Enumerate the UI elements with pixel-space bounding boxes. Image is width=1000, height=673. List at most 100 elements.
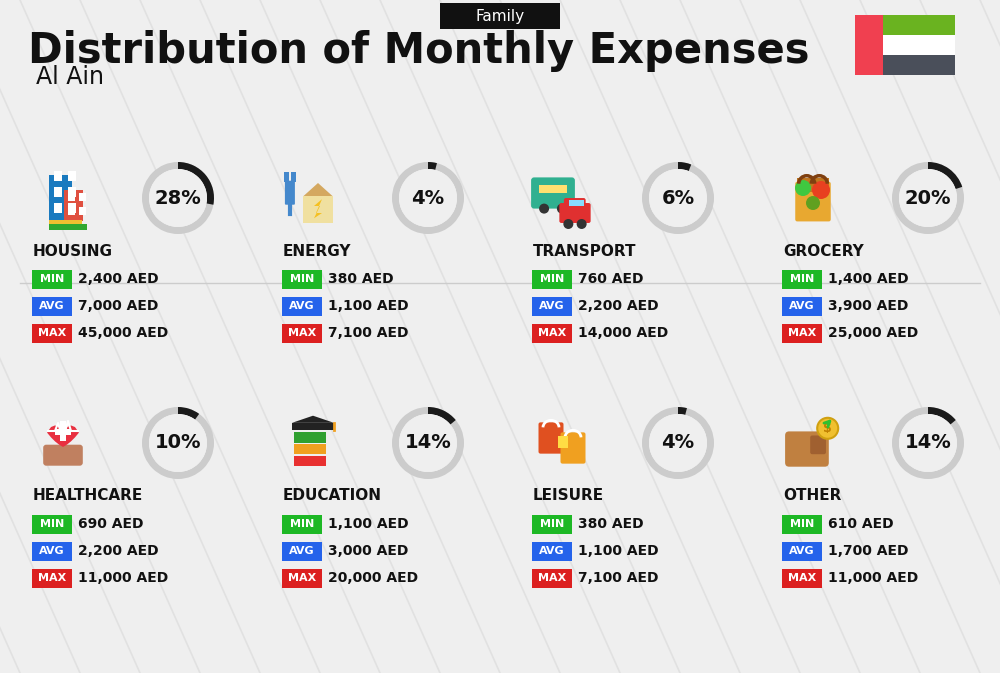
Text: GROCERY: GROCERY <box>783 244 864 258</box>
Text: AVG: AVG <box>289 546 315 556</box>
Circle shape <box>577 219 587 229</box>
FancyBboxPatch shape <box>282 569 322 588</box>
FancyBboxPatch shape <box>32 514 72 534</box>
FancyBboxPatch shape <box>54 171 62 181</box>
FancyBboxPatch shape <box>55 429 71 435</box>
Text: 2,200 AED: 2,200 AED <box>78 544 159 558</box>
Wedge shape <box>928 407 956 425</box>
Circle shape <box>649 414 707 472</box>
Text: 20,000 AED: 20,000 AED <box>328 571 418 585</box>
Text: Al Ain: Al Ain <box>36 65 104 89</box>
Wedge shape <box>178 407 199 419</box>
FancyBboxPatch shape <box>440 3 560 29</box>
FancyBboxPatch shape <box>282 297 322 316</box>
FancyBboxPatch shape <box>282 514 322 534</box>
Circle shape <box>899 169 957 227</box>
FancyBboxPatch shape <box>795 182 831 221</box>
Text: 11,000 AED: 11,000 AED <box>828 571 918 585</box>
Wedge shape <box>392 162 464 234</box>
FancyBboxPatch shape <box>292 423 334 431</box>
FancyBboxPatch shape <box>294 432 326 443</box>
FancyBboxPatch shape <box>32 269 72 289</box>
Text: 20%: 20% <box>905 188 951 207</box>
FancyBboxPatch shape <box>539 185 567 193</box>
FancyBboxPatch shape <box>532 569 572 588</box>
FancyBboxPatch shape <box>49 175 72 221</box>
Text: MIN: MIN <box>290 519 314 529</box>
FancyBboxPatch shape <box>32 297 72 316</box>
Text: 14,000 AED: 14,000 AED <box>578 326 668 340</box>
Text: 25,000 AED: 25,000 AED <box>828 326 918 340</box>
Wedge shape <box>642 162 714 234</box>
FancyBboxPatch shape <box>285 180 295 205</box>
Text: 7,000 AED: 7,000 AED <box>78 299 158 313</box>
FancyBboxPatch shape <box>54 187 62 197</box>
FancyBboxPatch shape <box>855 15 883 75</box>
FancyBboxPatch shape <box>282 324 322 343</box>
Circle shape <box>817 418 838 439</box>
Text: AVG: AVG <box>539 546 565 556</box>
FancyBboxPatch shape <box>797 178 829 192</box>
FancyBboxPatch shape <box>68 207 75 215</box>
Circle shape <box>812 181 830 199</box>
FancyBboxPatch shape <box>282 542 322 561</box>
Circle shape <box>795 180 811 196</box>
Polygon shape <box>292 416 334 423</box>
Wedge shape <box>892 162 964 234</box>
Wedge shape <box>142 407 214 479</box>
Wedge shape <box>178 162 214 205</box>
FancyBboxPatch shape <box>558 436 568 448</box>
Text: MIN: MIN <box>540 274 564 284</box>
Text: 14%: 14% <box>905 433 951 452</box>
FancyBboxPatch shape <box>79 193 86 201</box>
FancyBboxPatch shape <box>532 297 572 316</box>
FancyBboxPatch shape <box>532 542 572 561</box>
Text: MIN: MIN <box>540 519 564 529</box>
FancyBboxPatch shape <box>883 55 955 75</box>
Text: 4%: 4% <box>411 188 445 207</box>
Text: 11,000 AED: 11,000 AED <box>78 571 168 585</box>
Text: OTHER: OTHER <box>783 489 841 503</box>
Text: MAX: MAX <box>288 573 316 583</box>
Text: 1,400 AED: 1,400 AED <box>828 272 909 286</box>
FancyBboxPatch shape <box>303 197 333 223</box>
FancyBboxPatch shape <box>68 203 76 213</box>
Text: 2,400 AED: 2,400 AED <box>78 272 159 286</box>
FancyBboxPatch shape <box>532 514 572 534</box>
Text: MIN: MIN <box>40 274 64 284</box>
Text: 760 AED: 760 AED <box>578 272 644 286</box>
FancyBboxPatch shape <box>32 569 72 588</box>
Text: MIN: MIN <box>790 274 814 284</box>
FancyBboxPatch shape <box>282 269 322 289</box>
Wedge shape <box>892 407 964 479</box>
Text: HOUSING: HOUSING <box>33 244 113 258</box>
FancyBboxPatch shape <box>532 324 572 343</box>
Text: AVG: AVG <box>539 301 565 311</box>
Text: 610 AED: 610 AED <box>828 517 894 531</box>
Wedge shape <box>928 162 962 189</box>
Text: HEALTHCARE: HEALTHCARE <box>33 489 143 503</box>
FancyBboxPatch shape <box>564 198 586 210</box>
FancyBboxPatch shape <box>782 324 822 343</box>
FancyBboxPatch shape <box>883 35 955 55</box>
Text: 3,000 AED: 3,000 AED <box>328 544 408 558</box>
Text: MAX: MAX <box>38 573 66 583</box>
Text: 690 AED: 690 AED <box>78 517 144 531</box>
Text: 2,200 AED: 2,200 AED <box>578 299 659 313</box>
Text: MIN: MIN <box>40 519 64 529</box>
Text: AVG: AVG <box>39 301 65 311</box>
Text: AVG: AVG <box>789 546 815 556</box>
Text: TRANSPORT: TRANSPORT <box>533 244 637 258</box>
FancyBboxPatch shape <box>531 178 575 209</box>
FancyBboxPatch shape <box>782 514 822 534</box>
FancyBboxPatch shape <box>60 421 66 441</box>
Text: 1,100 AED: 1,100 AED <box>328 517 409 531</box>
Text: AVG: AVG <box>289 301 315 311</box>
FancyBboxPatch shape <box>782 297 822 316</box>
FancyBboxPatch shape <box>560 432 586 464</box>
Wedge shape <box>642 407 714 479</box>
Circle shape <box>806 196 820 210</box>
Circle shape <box>649 169 707 227</box>
FancyBboxPatch shape <box>782 269 822 289</box>
FancyBboxPatch shape <box>559 203 591 223</box>
